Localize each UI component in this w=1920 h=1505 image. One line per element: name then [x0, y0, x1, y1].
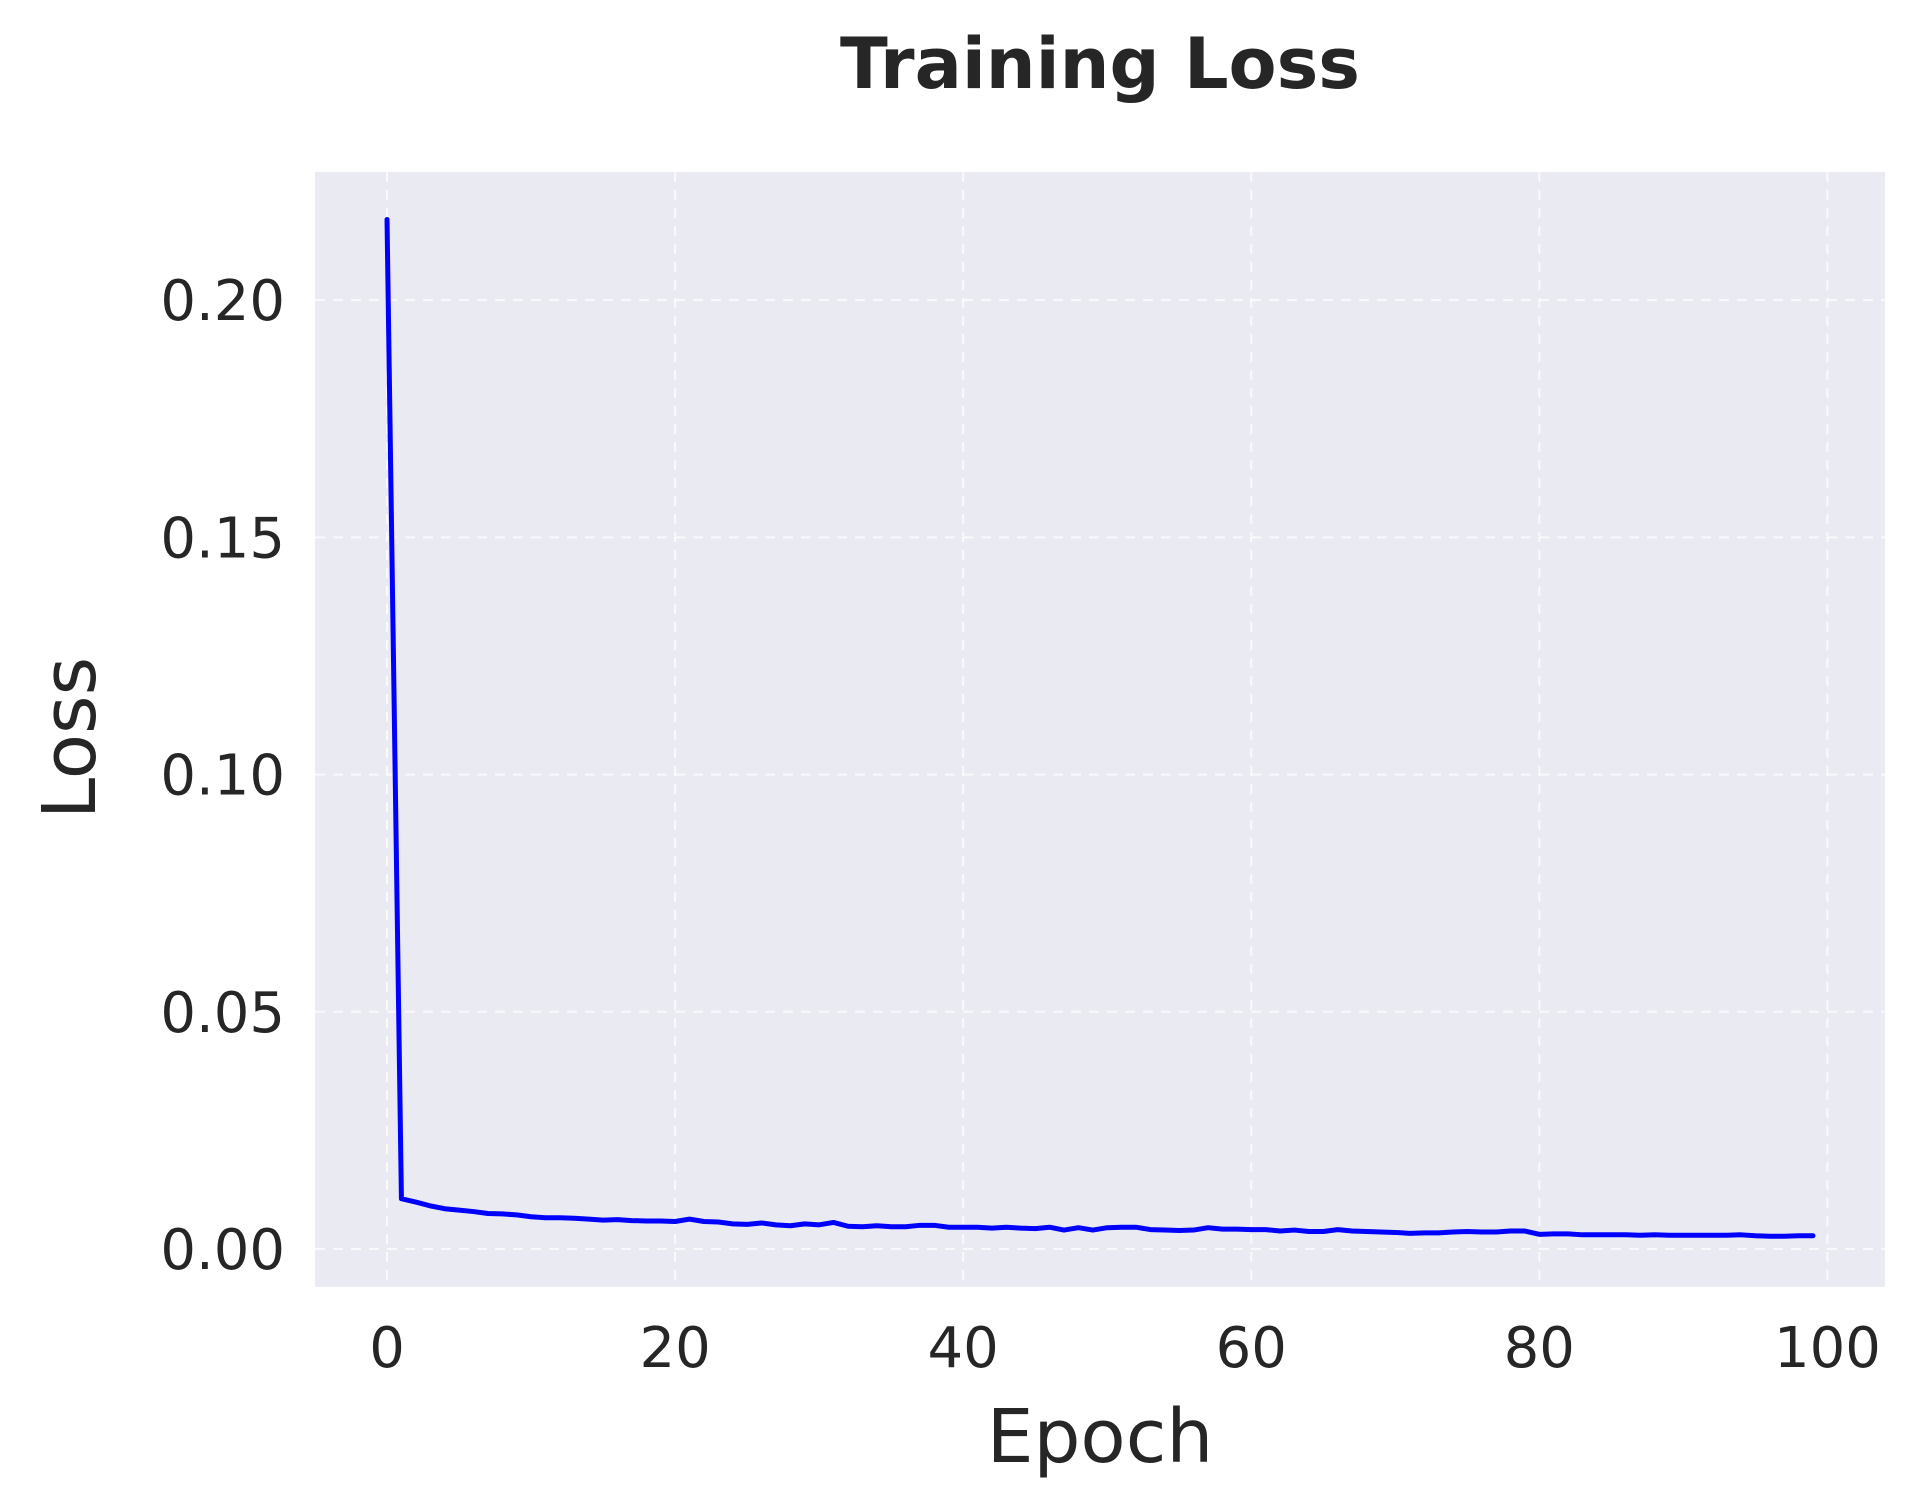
y-tick-label: 0.05 — [160, 981, 285, 1046]
x-tick-label: 40 — [928, 1316, 999, 1381]
x-tick-label: 100 — [1774, 1316, 1881, 1381]
x-tick-labels: 0 20 40 60 80 100 — [369, 1316, 1881, 1381]
x-tick-label: 0 — [369, 1316, 405, 1381]
y-tick-label: 0.10 — [160, 744, 285, 809]
y-tick-labels: 0.00 0.05 0.10 0.15 0.20 — [160, 269, 285, 1283]
y-tick-label: 0.15 — [160, 506, 285, 571]
x-tick-label: 20 — [639, 1316, 710, 1381]
x-tick-label: 60 — [1216, 1316, 1287, 1381]
y-grid-lines — [315, 299, 1885, 1251]
y-axis-label: Loss — [27, 657, 113, 819]
series-line-loss — [384, 216, 1816, 1239]
y-tick-label: 0.00 — [160, 1218, 285, 1283]
y-tick-label: 0.20 — [160, 269, 285, 334]
x-tick-label: 80 — [1504, 1316, 1575, 1381]
plot-area — [315, 172, 1885, 1287]
x-axis-label: Epoch — [987, 1394, 1214, 1480]
chart-title: Training Loss — [840, 23, 1360, 105]
